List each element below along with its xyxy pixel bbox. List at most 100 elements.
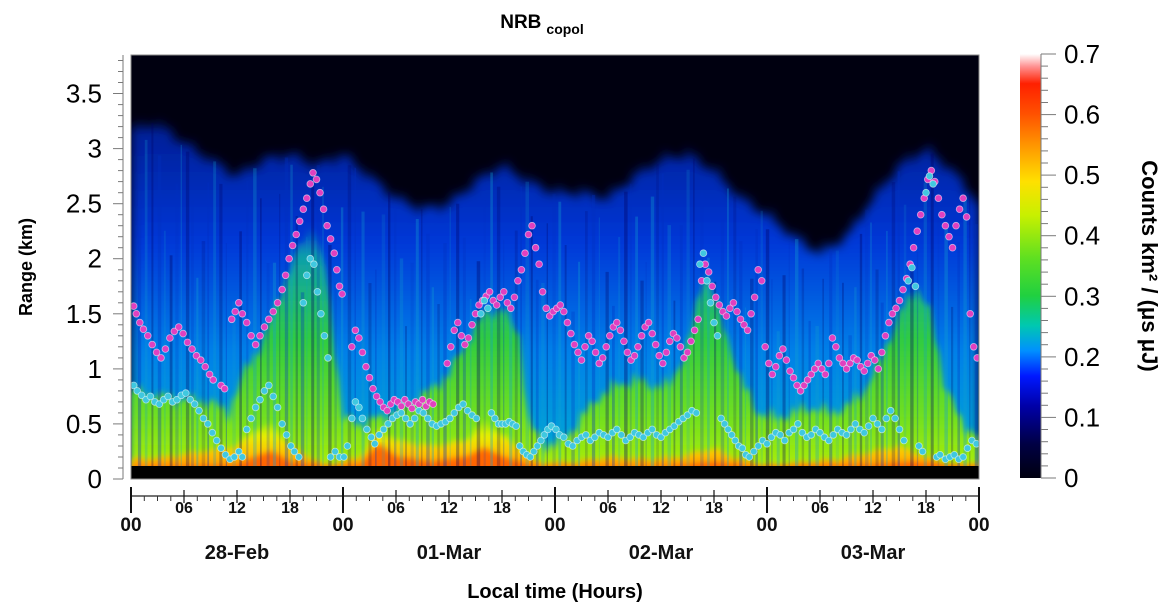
layer-marker xyxy=(264,381,273,390)
layer-marker xyxy=(563,318,572,327)
ground-band xyxy=(131,466,979,479)
layer-marker xyxy=(699,249,708,258)
layer-marker xyxy=(918,447,927,456)
layer-marker xyxy=(676,342,685,351)
surface-layer xyxy=(131,417,979,479)
layer-marker xyxy=(786,367,794,375)
streak xyxy=(686,169,690,479)
layer-marker xyxy=(552,425,560,434)
layer-marker xyxy=(620,337,628,346)
layer-marker xyxy=(847,425,855,434)
layer-marker xyxy=(323,221,331,230)
layer-marker xyxy=(273,403,282,412)
layer-marker xyxy=(468,320,476,329)
streak xyxy=(618,237,621,479)
layer-marker xyxy=(331,447,339,456)
x-tick-label: 18 xyxy=(917,500,935,517)
layer-marker xyxy=(814,359,822,368)
day-label: 02-Mar xyxy=(629,542,694,564)
layer-marker xyxy=(247,331,255,340)
layer-marker xyxy=(306,180,315,188)
layer-marker xyxy=(711,293,720,302)
streak xyxy=(714,281,717,479)
layer-marker xyxy=(602,342,610,351)
marker-series-1 xyxy=(131,166,979,415)
layer-marker xyxy=(192,351,201,360)
streak xyxy=(520,186,522,479)
layer-marker xyxy=(637,331,646,340)
layer-marker xyxy=(639,433,648,442)
layer-marker xyxy=(617,431,626,439)
layer-marker xyxy=(347,342,356,351)
layer-marker xyxy=(144,331,152,340)
layer-marker xyxy=(590,433,599,442)
layer-marker xyxy=(904,276,913,285)
layer-marker xyxy=(605,331,614,340)
layer-marker xyxy=(324,354,332,362)
streak xyxy=(496,186,501,479)
layer-marker xyxy=(540,431,549,439)
streak xyxy=(951,306,954,479)
aerosol-layer xyxy=(131,117,979,479)
layer-marker xyxy=(955,205,964,214)
layer-marker xyxy=(908,263,916,272)
layer-marker xyxy=(864,422,873,430)
streak xyxy=(624,191,628,479)
streak xyxy=(306,237,308,479)
layer-marker xyxy=(367,433,376,442)
colorbar-tick-label: 0.7 xyxy=(1064,39,1100,69)
streak xyxy=(727,188,729,479)
streak xyxy=(552,193,556,479)
streak xyxy=(151,123,154,479)
layer-marker xyxy=(355,403,363,412)
layer-marker xyxy=(860,428,868,437)
layer-marker xyxy=(895,296,904,305)
layer-marker xyxy=(717,414,725,423)
streak xyxy=(456,203,460,479)
layer-marker xyxy=(936,450,944,459)
layer-marker xyxy=(230,453,239,461)
streak xyxy=(875,269,879,479)
streak xyxy=(415,219,419,479)
layer-marker xyxy=(299,298,308,307)
streak xyxy=(328,244,332,479)
layer-marker xyxy=(574,348,582,357)
layer-marker xyxy=(729,298,738,307)
streak xyxy=(744,307,747,479)
streak xyxy=(760,210,763,479)
layer-marker xyxy=(133,387,142,395)
streak xyxy=(571,311,575,479)
layer-marker xyxy=(528,221,536,230)
streak xyxy=(180,144,182,479)
layer-marker xyxy=(892,304,900,313)
streak xyxy=(815,326,819,479)
layer-marker xyxy=(335,282,344,291)
layer-marker xyxy=(972,440,979,448)
streak xyxy=(381,214,386,479)
layer-marker xyxy=(299,205,308,214)
x-tick-label: 00 xyxy=(120,515,141,536)
layer-marker xyxy=(604,433,612,442)
streak xyxy=(185,151,190,479)
layer-marker xyxy=(199,414,208,423)
y-tick-label: 0 xyxy=(88,464,102,494)
layer-marker xyxy=(139,325,148,334)
layer-marker xyxy=(476,309,485,318)
colorbar-tick-label: 0.1 xyxy=(1064,402,1100,432)
layer-marker xyxy=(745,453,754,461)
streak xyxy=(514,230,518,479)
layer-marker xyxy=(708,282,716,291)
layer-marker xyxy=(524,230,533,239)
layer-marker xyxy=(351,326,360,335)
layer-marker xyxy=(648,425,656,434)
layer-marker xyxy=(588,337,596,346)
layer-marker xyxy=(166,334,174,342)
layer-marker xyxy=(612,318,621,327)
streak xyxy=(865,209,869,479)
layer-marker xyxy=(764,359,773,368)
streak xyxy=(431,287,434,479)
streak xyxy=(661,173,664,479)
layer-marker xyxy=(731,436,739,445)
colorbar-tick-label: 0.4 xyxy=(1064,221,1100,251)
layer-marker xyxy=(201,362,210,371)
